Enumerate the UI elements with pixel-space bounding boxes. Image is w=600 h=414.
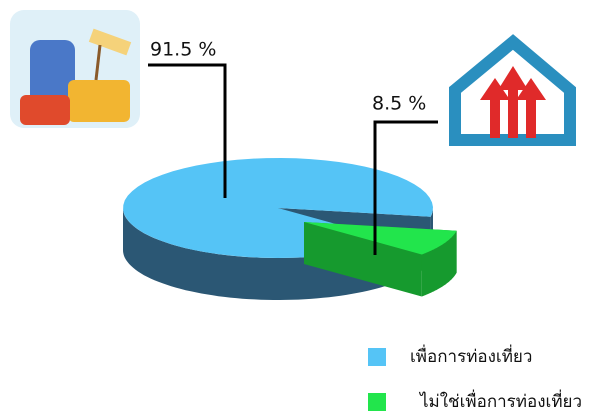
house-icon xyxy=(449,34,576,146)
pie-side xyxy=(123,208,396,300)
leader-line xyxy=(373,120,438,255)
value-label: 91.5 % xyxy=(150,39,216,61)
pie xyxy=(123,158,457,300)
pie-side xyxy=(304,222,422,297)
legend-swatch xyxy=(368,393,386,411)
value-label: 8.5 % xyxy=(372,93,426,115)
legend-label: เพื่อการท่องเที่ยว xyxy=(410,344,532,367)
leader-line xyxy=(148,63,227,198)
pie-side xyxy=(421,230,457,297)
legend-swatch xyxy=(368,348,386,366)
luggage-icon xyxy=(10,10,140,128)
pie-slice xyxy=(304,222,457,255)
legend-label: ไม่ใช่เพื่อการท่องเที่ยว xyxy=(418,389,582,412)
legend: เพื่อการท่องเที่ยวไม่ใช่เพื่อการท่องเที่… xyxy=(368,344,582,412)
